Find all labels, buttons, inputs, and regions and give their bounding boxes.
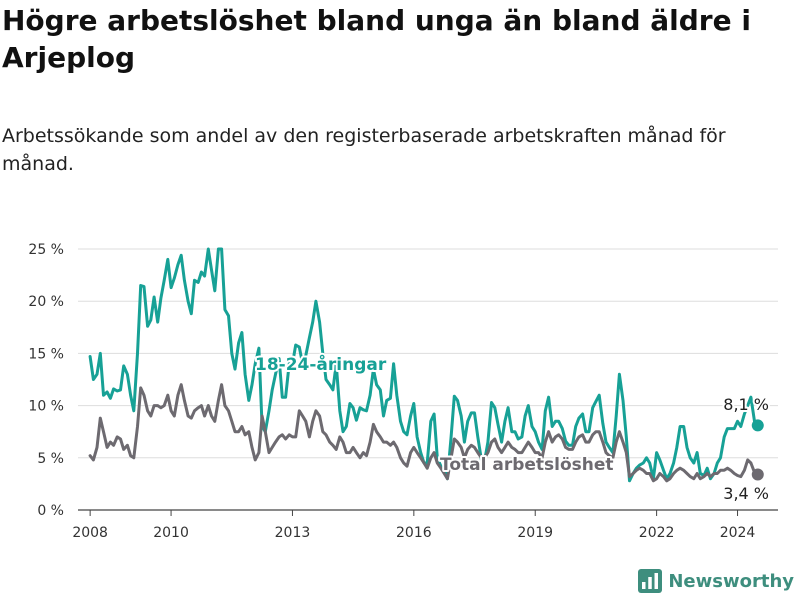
- x-tick-label: 2019: [517, 525, 553, 541]
- y-tick-label: 20 %: [28, 294, 64, 310]
- end-value-label-youth: 8,1 %: [723, 395, 769, 414]
- x-tick-label: 2016: [396, 525, 432, 541]
- end-point-total: [751, 468, 764, 481]
- series-line-youth: [88, 247, 760, 483]
- y-tick-label: 0 %: [37, 503, 64, 519]
- series-lines: [88, 247, 764, 483]
- x-tick-label: 2013: [275, 525, 311, 541]
- y-tick-label: 25 %: [28, 242, 64, 258]
- x-tick-label: 2024: [720, 525, 756, 541]
- x-tick-label: 2008: [72, 525, 108, 541]
- chart-subtitle: Arbetssökande som andel av den registerb…: [2, 125, 726, 175]
- newsworthy-logo: Newsworthy: [638, 566, 794, 596]
- series-line-total: [88, 383, 760, 483]
- chart-title: Högre arbetslöshet bland unga än bland ä…: [2, 4, 751, 74]
- end-point-youth: [751, 419, 764, 432]
- series-label-total: Total arbetslöshet: [440, 455, 614, 475]
- series-label-youth: 18-24-åringar: [255, 353, 387, 375]
- end-value-label-total: 3,4 %: [723, 484, 769, 503]
- x-tick-label: 2022: [639, 525, 675, 541]
- gridlines: [78, 248, 778, 511]
- y-tick-label: 5 %: [37, 451, 64, 467]
- y-tick-label: 10 %: [28, 399, 64, 415]
- y-tick-label: 15 %: [28, 346, 64, 362]
- logo-text: Newsworthy: [668, 570, 794, 592]
- x-axis: 2008 2010 2013 2016 2019 2022 2024: [72, 510, 755, 541]
- bar-chart-logo-icon: [638, 569, 663, 593]
- y-axis: 0 % 5 % 10 % 15 % 20 % 25 %: [28, 242, 64, 519]
- x-tick-label: 2010: [153, 525, 189, 541]
- series-labels: 18-24-åringar Total arbetslöshet 8,1 % 3…: [253, 351, 771, 505]
